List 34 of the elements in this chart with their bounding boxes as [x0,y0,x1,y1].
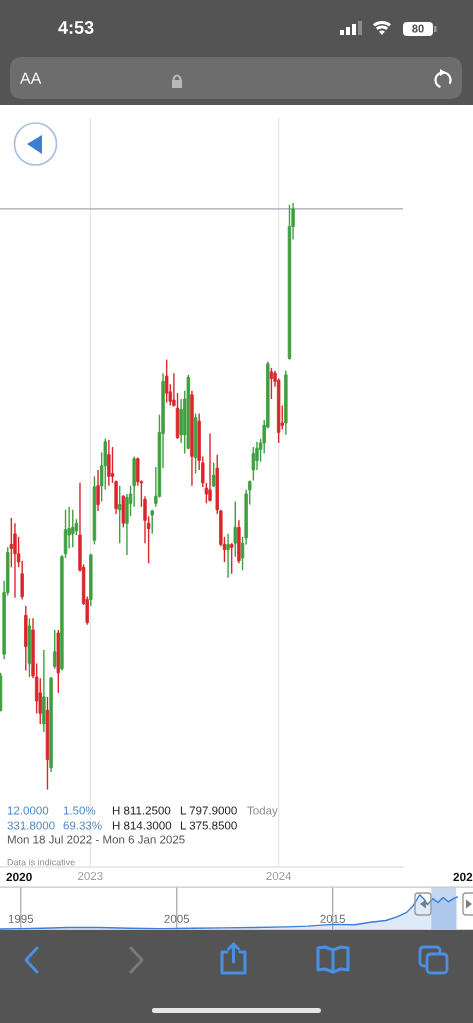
text: Mon 18 Jul 2022 - Mon 6 Jan 2025 [7,835,185,844]
candlestick [52,629,57,670]
candlestick [71,509,75,549]
x-tick-label: 2005 [164,914,190,923]
candlestick [208,432,212,503]
x-tick-label: 2024 [266,871,292,881]
text: 2020 [6,872,32,882]
text: 4:53 [58,21,94,34]
text: H 814.3000 [112,821,172,830]
candlestick [96,469,100,512]
candlestick [107,439,111,487]
text: L 375.8500 [180,821,237,830]
candlestick [118,485,122,544]
text: 12.0000 [7,806,49,815]
text: 202 [453,872,473,882]
text: AA [20,72,42,84]
text: 1.50% [63,806,96,815]
text: 69.33% [63,821,102,830]
candlestick [9,517,14,568]
text: 331.8000 [7,821,55,830]
candlestick [13,522,17,599]
text: Today [247,806,278,817]
text: 80 [412,24,424,33]
candlestick [226,533,230,579]
candlestick [164,358,169,404]
x-tick-label: 1995 [8,914,34,923]
x-tick-label: 2023 [78,871,103,881]
text: H 811.2500 [112,806,171,815]
candlestick [233,500,238,558]
candlestick [150,509,154,535]
text: Data is indicative [7,858,75,866]
candlestick [229,542,234,575]
candlestick [251,446,256,482]
text: L 797.9000 [180,806,237,815]
